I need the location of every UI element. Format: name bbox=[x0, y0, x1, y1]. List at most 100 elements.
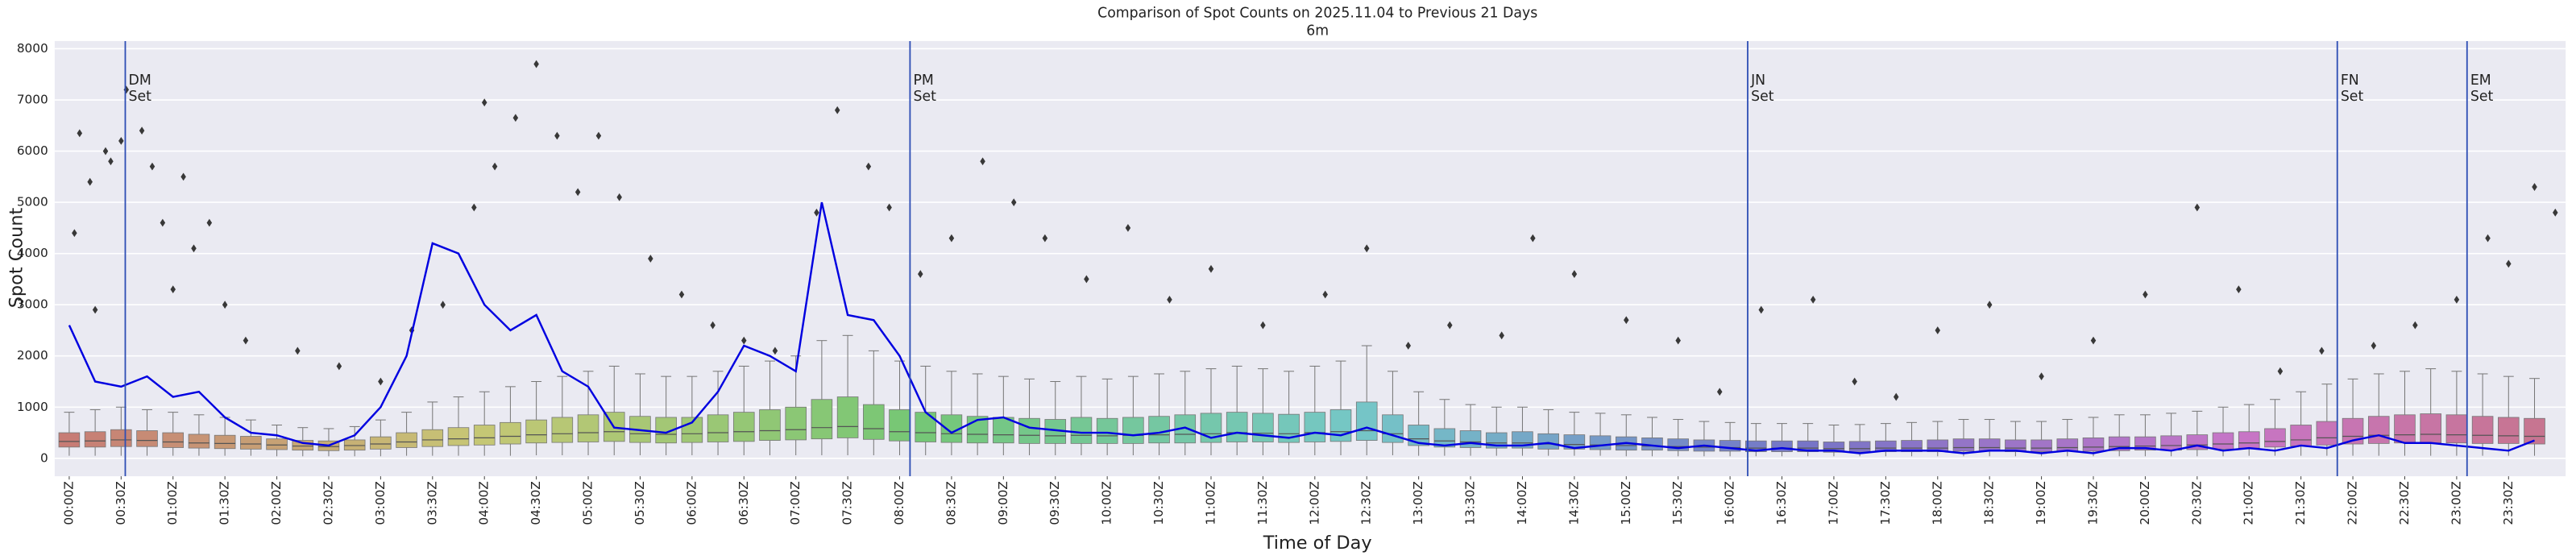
event-label: PM bbox=[913, 73, 933, 89]
box bbox=[863, 404, 885, 440]
x-tick-label: 04:00Z bbox=[477, 481, 492, 525]
x-tick-label: 14:30Z bbox=[1566, 481, 1581, 525]
box bbox=[2471, 416, 2494, 444]
x-tick-label: 16:00Z bbox=[1723, 481, 1737, 525]
box bbox=[396, 432, 417, 448]
box bbox=[1226, 412, 1248, 442]
x-tick-label: 15:00Z bbox=[1619, 481, 1633, 525]
outlier bbox=[471, 203, 477, 212]
x-tick-label: 22:30Z bbox=[2397, 481, 2412, 525]
box bbox=[966, 416, 989, 444]
outlier bbox=[1571, 270, 1578, 278]
outlier bbox=[616, 193, 622, 201]
outlier bbox=[533, 60, 539, 68]
box bbox=[1589, 435, 1612, 450]
box bbox=[2264, 428, 2286, 448]
box bbox=[1355, 401, 1378, 441]
plot-area bbox=[54, 40, 2566, 477]
box bbox=[1875, 440, 1897, 452]
outlier bbox=[2143, 290, 2148, 299]
box bbox=[1122, 417, 1144, 444]
box bbox=[2420, 413, 2441, 444]
box bbox=[1070, 417, 1093, 444]
x-tick-label: 14:00Z bbox=[1515, 481, 1529, 525]
x-tick-label: 12:30Z bbox=[1359, 481, 1374, 525]
box bbox=[1018, 417, 1040, 444]
outlier bbox=[108, 157, 114, 166]
x-tick-label: 18:30Z bbox=[1982, 481, 1997, 525]
box bbox=[1537, 433, 1559, 450]
y-tick-label: 5000 bbox=[17, 195, 48, 209]
x-tick-label: 06:00Z bbox=[684, 481, 699, 525]
box bbox=[732, 412, 755, 442]
y-tick-label: 8000 bbox=[17, 41, 48, 56]
outlier bbox=[1405, 342, 1412, 350]
y-tick-label: 3000 bbox=[17, 297, 48, 312]
box bbox=[1096, 417, 1118, 444]
box bbox=[2445, 414, 2468, 444]
event-label: FN bbox=[2341, 73, 2359, 89]
x-tick-label: 12:00Z bbox=[1307, 481, 1321, 525]
outlier bbox=[378, 377, 384, 386]
box bbox=[343, 439, 366, 451]
outlier bbox=[118, 136, 124, 145]
x-tick-label: 08:30Z bbox=[944, 481, 958, 525]
x-tick-label: 22:00Z bbox=[2346, 481, 2360, 525]
box bbox=[1797, 440, 1819, 452]
outlier bbox=[2277, 367, 2284, 375]
x-tick-label: 01:30Z bbox=[218, 481, 232, 525]
box bbox=[1329, 409, 1352, 442]
event-label: Set bbox=[2470, 89, 2494, 105]
x-tick-label: 19:30Z bbox=[2086, 481, 2101, 525]
box bbox=[447, 427, 470, 446]
box bbox=[58, 432, 81, 448]
box bbox=[785, 406, 807, 441]
x-tick-label: 21:30Z bbox=[2293, 481, 2308, 525]
x-tick-label: 20:30Z bbox=[2189, 481, 2204, 525]
outlier bbox=[1208, 264, 1214, 273]
box bbox=[551, 417, 574, 443]
outlier bbox=[191, 244, 197, 253]
box bbox=[1459, 430, 1482, 448]
x-tick-label: 15:30Z bbox=[1670, 481, 1685, 525]
outlier bbox=[1125, 223, 1131, 232]
outlier bbox=[92, 305, 98, 314]
box bbox=[915, 412, 937, 442]
box bbox=[1823, 442, 1845, 453]
y-axis-label: Spot Count bbox=[6, 207, 27, 308]
outlier bbox=[1260, 321, 1266, 330]
box bbox=[473, 425, 496, 446]
box bbox=[1512, 431, 1533, 449]
y-tick-label: 4000 bbox=[17, 246, 48, 260]
x-tick-label: 23:30Z bbox=[2501, 481, 2516, 525]
x-tick-label: 23:00Z bbox=[2449, 481, 2463, 525]
x-tick-label: 08:00Z bbox=[892, 481, 906, 525]
outlier bbox=[1084, 275, 1089, 284]
outlier bbox=[865, 162, 872, 171]
x-tick-label: 00:30Z bbox=[114, 481, 128, 525]
box bbox=[1433, 428, 1456, 448]
outlier bbox=[2090, 336, 2097, 345]
outlier bbox=[678, 290, 685, 299]
box bbox=[162, 432, 185, 448]
x-tick-label: 02:30Z bbox=[321, 481, 335, 525]
box bbox=[2290, 425, 2312, 446]
box bbox=[2367, 416, 2390, 444]
outlier bbox=[1167, 295, 1172, 304]
box bbox=[1848, 441, 1871, 453]
outlier bbox=[1624, 316, 1629, 325]
outlier bbox=[170, 285, 176, 294]
box bbox=[2005, 439, 2026, 452]
box bbox=[2056, 438, 2079, 452]
outlier bbox=[2454, 295, 2460, 304]
outlier bbox=[2319, 346, 2325, 355]
outlier bbox=[1363, 244, 1370, 253]
outlier bbox=[2194, 203, 2201, 212]
box bbox=[84, 431, 106, 448]
x-tick-label: 05:00Z bbox=[581, 481, 595, 525]
box bbox=[500, 421, 521, 445]
box bbox=[1771, 440, 1793, 452]
x-tick-label: 17:00Z bbox=[1826, 481, 1840, 525]
box bbox=[1952, 438, 1975, 452]
